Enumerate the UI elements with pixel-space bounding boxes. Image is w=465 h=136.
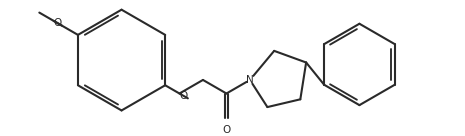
- Text: O: O: [222, 124, 231, 135]
- Text: O: O: [179, 91, 188, 101]
- Text: O: O: [53, 18, 62, 28]
- Text: N: N: [246, 75, 254, 85]
